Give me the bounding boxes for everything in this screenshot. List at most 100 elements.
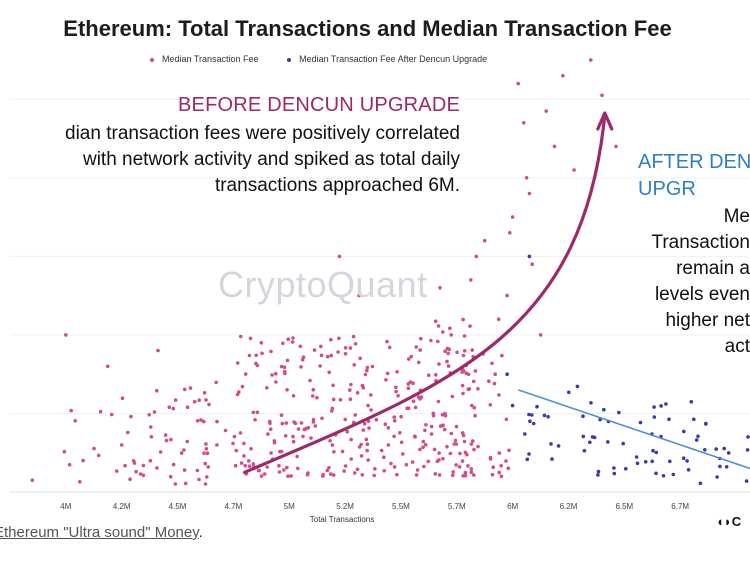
data-point (163, 433, 168, 437)
data-point (195, 468, 200, 473)
data-point (235, 361, 240, 365)
data-point (614, 144, 618, 149)
data-point (129, 414, 133, 419)
data-point (349, 437, 353, 442)
data-point (325, 354, 330, 359)
data-point (149, 435, 154, 439)
data-point (254, 353, 258, 358)
data-point (214, 380, 218, 385)
data-point (415, 468, 420, 472)
data-point (426, 459, 431, 464)
data-point (474, 254, 479, 259)
data-point (291, 439, 296, 444)
data-point (406, 386, 411, 391)
data-point (185, 405, 190, 410)
data-point (696, 434, 700, 439)
data-point (694, 438, 699, 442)
data-point (286, 337, 291, 342)
data-point (293, 421, 298, 426)
data-point (506, 466, 511, 471)
data-point (436, 324, 441, 328)
data-point (542, 413, 547, 418)
x-tick-label: 5.2M (336, 502, 354, 511)
data-point (488, 403, 493, 407)
data-point (437, 362, 441, 366)
data-point (469, 470, 474, 475)
data-point (270, 373, 274, 377)
x-tick-label: 6M (507, 502, 518, 511)
source-link[interactable]: Ethereum "Ultra sound" Money (0, 524, 199, 541)
data-point (454, 424, 459, 429)
x-tick-label: 5M (284, 502, 295, 511)
data-point (330, 406, 335, 411)
data-point (30, 478, 35, 483)
data-point (432, 447, 437, 452)
data-point (274, 380, 278, 384)
data-point (472, 473, 476, 477)
data-point (349, 457, 354, 461)
legend-entry-after[interactable]: Median Transaction Fee After Dencun Upgr… (287, 54, 487, 64)
data-point (434, 373, 438, 377)
data-point (414, 473, 419, 477)
x-tick-label: 4.5M (169, 502, 187, 511)
data-point (685, 459, 689, 463)
data-point (661, 474, 666, 478)
legend-entry-before[interactable]: Median Transaction Fee (150, 54, 259, 64)
data-point (703, 448, 707, 452)
data-point (279, 413, 284, 418)
data-point (387, 345, 392, 350)
data-point (527, 452, 531, 456)
data-point (440, 412, 445, 417)
data-point (497, 451, 502, 455)
data-point (399, 414, 403, 419)
data-point (291, 336, 295, 340)
data-point (301, 434, 305, 439)
data-point (386, 426, 391, 430)
data-point (589, 401, 593, 405)
source-caption: Ethereum "Ultra sound" Money. (0, 524, 203, 541)
data-point (284, 421, 289, 425)
data-point (167, 405, 172, 410)
data-point (446, 351, 451, 356)
data-point (413, 435, 418, 439)
data-point (458, 451, 462, 456)
data-point (525, 457, 530, 462)
data-point (447, 347, 452, 352)
data-point (114, 469, 119, 473)
data-point (366, 458, 371, 462)
data-point (168, 474, 173, 479)
data-point (465, 452, 469, 457)
data-point (466, 372, 471, 377)
data-point (351, 334, 356, 339)
data-point (692, 417, 696, 422)
data-point (453, 438, 458, 443)
logo-mark-icon: ◖◗ (716, 514, 732, 529)
data-point (171, 462, 176, 467)
data-point (523, 432, 527, 436)
data-point (149, 425, 153, 429)
data-point (410, 460, 415, 464)
data-point (182, 387, 187, 392)
data-point (296, 466, 300, 471)
data-point (744, 479, 749, 483)
data-point (510, 403, 515, 408)
data-point (429, 424, 434, 429)
data-point (337, 336, 341, 341)
data-point (352, 363, 357, 367)
legend: Median Transaction Fee Median Transactio… (150, 54, 513, 64)
data-point (321, 474, 325, 478)
data-point (312, 348, 317, 352)
data-point (259, 474, 264, 478)
data-point (64, 333, 68, 337)
data-point (476, 444, 480, 449)
data-point (282, 365, 287, 370)
data-point (668, 459, 672, 464)
data-point (331, 383, 335, 388)
data-point (588, 440, 592, 445)
data-point (524, 176, 529, 180)
data-point (468, 324, 472, 328)
data-point (357, 293, 361, 298)
data-point (467, 387, 472, 391)
data-point (202, 451, 206, 456)
